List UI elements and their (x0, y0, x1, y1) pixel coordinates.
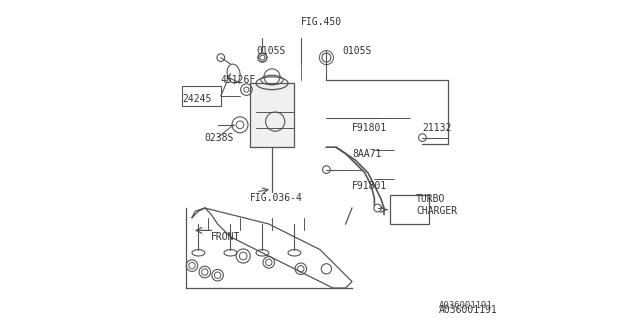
Text: 0105S: 0105S (256, 46, 285, 56)
Text: FRONT: FRONT (211, 232, 241, 242)
Text: 21132: 21132 (422, 123, 452, 133)
Text: 24245: 24245 (182, 94, 212, 104)
Text: 0238S: 0238S (205, 132, 234, 143)
Bar (390, 195, 429, 224)
Text: FIG.450: FIG.450 (301, 17, 342, 28)
Text: A036001191: A036001191 (438, 301, 492, 310)
Text: TURBO
CHARGER: TURBO CHARGER (416, 194, 457, 216)
Text: 0105S: 0105S (342, 46, 372, 56)
Text: F91801: F91801 (352, 123, 387, 133)
Text: 45126F: 45126F (221, 75, 256, 85)
Text: A036001191: A036001191 (438, 305, 497, 316)
Text: F91801: F91801 (352, 180, 387, 191)
Bar (182, 86, 221, 106)
Text: FIG.036-4: FIG.036-4 (250, 193, 303, 204)
Text: 8AA71: 8AA71 (352, 148, 381, 159)
Bar (250, 83, 294, 147)
